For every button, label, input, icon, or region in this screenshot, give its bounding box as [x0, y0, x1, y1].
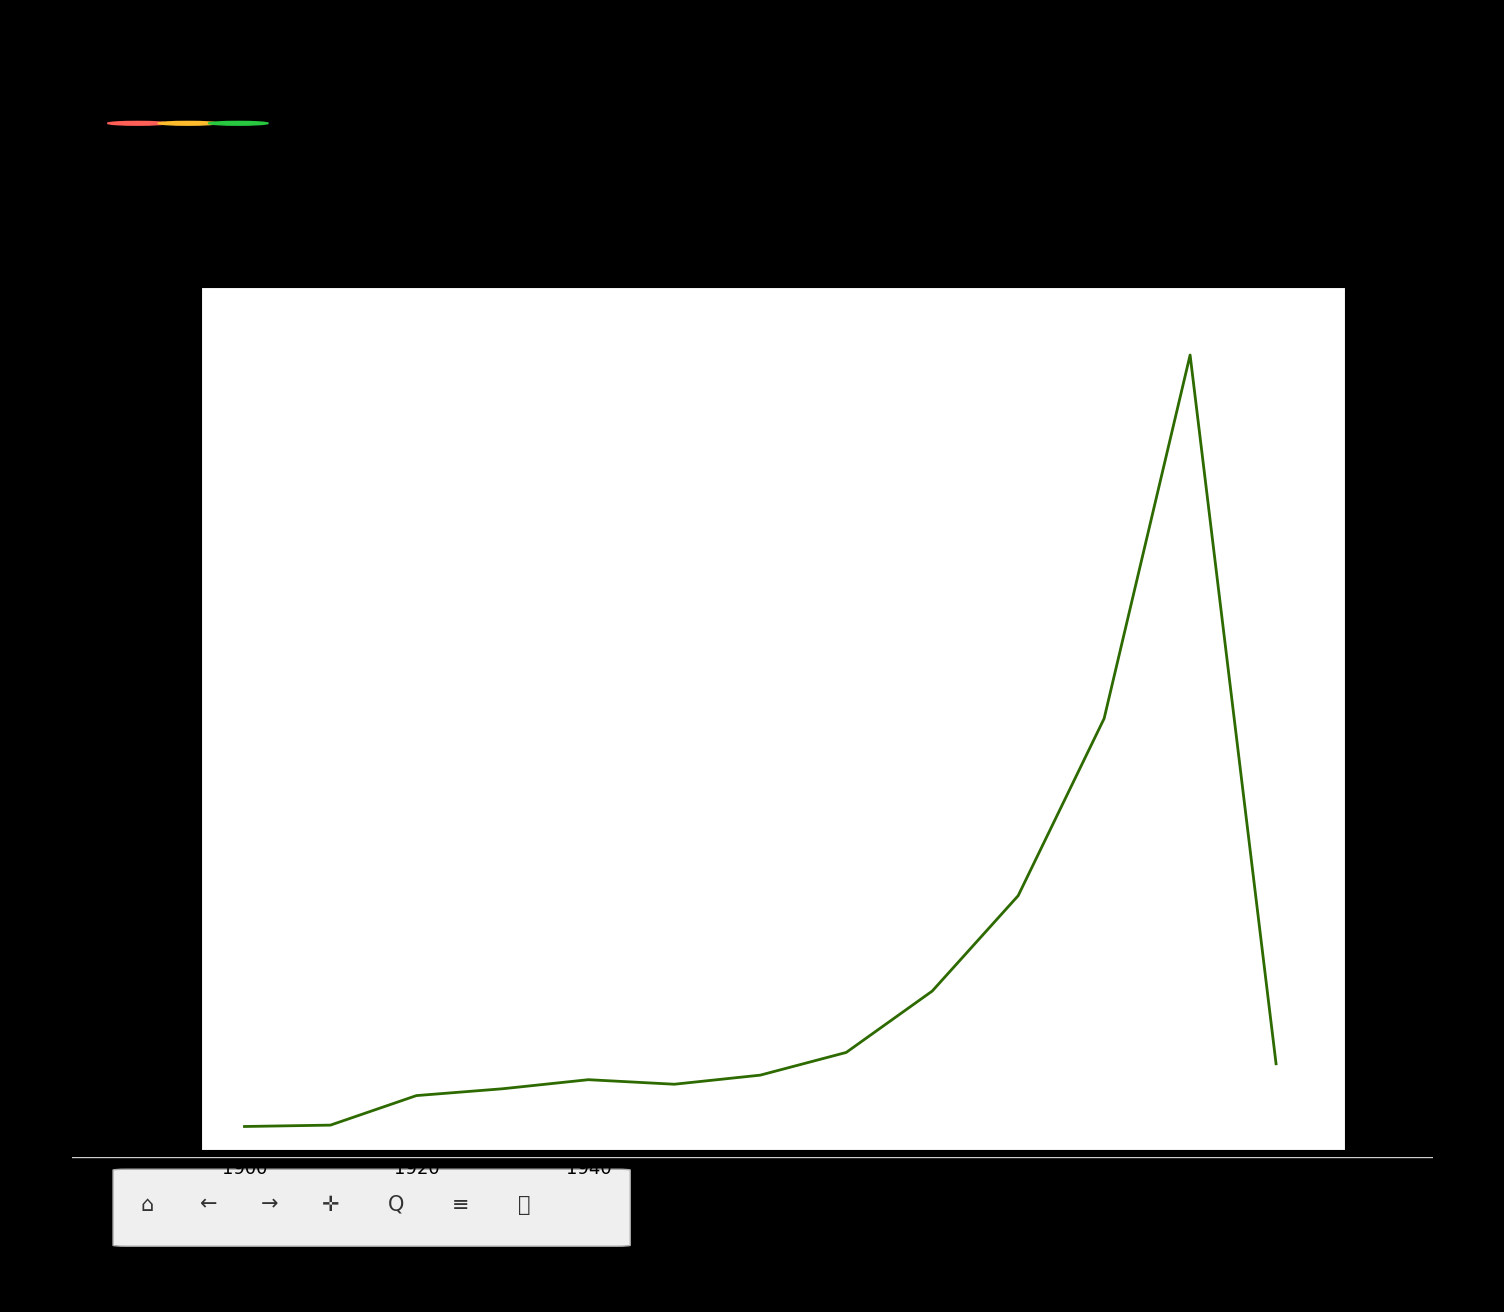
Text: Figure 1: Figure 1	[716, 113, 790, 131]
Text: ←: ←	[200, 1195, 217, 1215]
Text: ⌂: ⌂	[140, 1195, 153, 1215]
FancyBboxPatch shape	[113, 1169, 630, 1246]
Text: →: →	[260, 1195, 278, 1215]
Circle shape	[158, 122, 218, 125]
Circle shape	[208, 122, 268, 125]
Circle shape	[108, 122, 167, 125]
Text: 🖫: 🖫	[517, 1195, 531, 1215]
Text: ≡: ≡	[451, 1195, 469, 1215]
Title: Number of Movies that Pass the Bechdel Test: Number of Movies that Pass the Bechdel T…	[553, 258, 993, 277]
Text: Q: Q	[388, 1195, 405, 1215]
Text: ✛: ✛	[322, 1195, 340, 1215]
